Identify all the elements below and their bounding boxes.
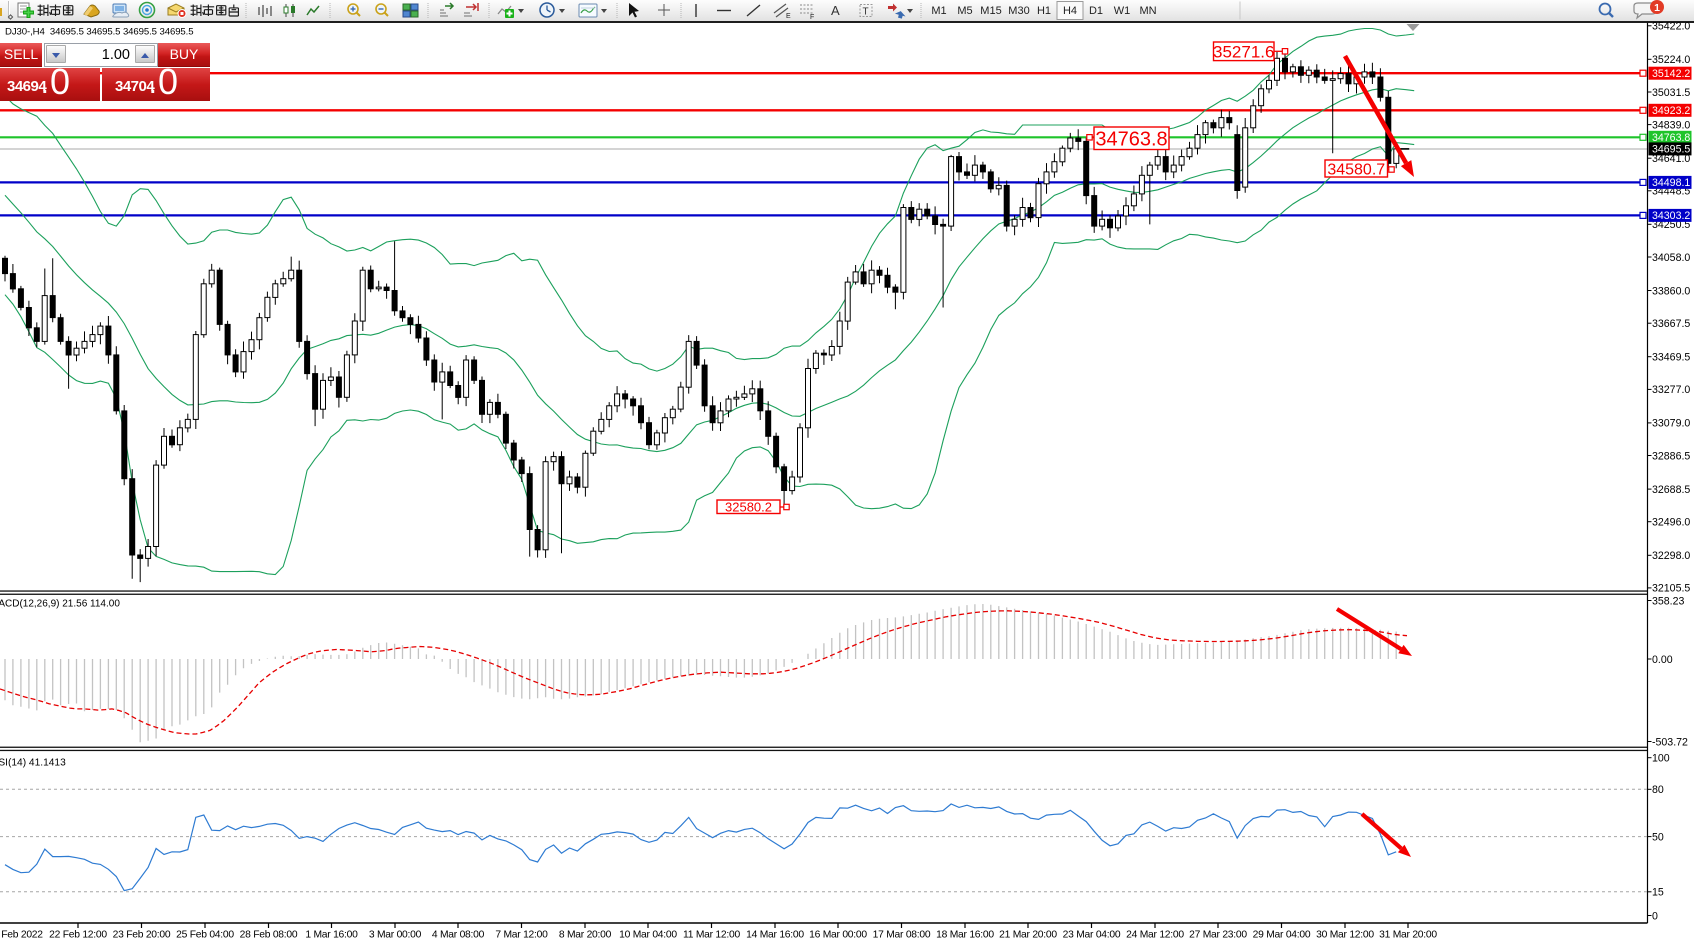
svg-text:Feb 2022: Feb 2022 [1,930,43,941]
svg-text:18 Mar 16:00: 18 Mar 16:00 [936,930,994,941]
svg-text:M5: M5 [957,5,972,17]
svg-text:34250.5: 34250.5 [1652,219,1690,231]
svg-text:D1: D1 [1089,5,1103,17]
svg-text:F: F [810,14,814,21]
svg-text:34763.8: 34763.8 [1652,132,1690,144]
svg-text:35142.2: 35142.2 [1652,68,1690,80]
svg-text:M30: M30 [1008,5,1029,17]
svg-text:MN: MN [1139,5,1156,17]
svg-text:32688.5: 32688.5 [1652,484,1690,496]
svg-text:11 Mar 12:00: 11 Mar 12:00 [683,930,740,941]
svg-text:7 Mar 12:00: 7 Mar 12:00 [495,930,548,941]
svg-text:34763.8: 34763.8 [1095,128,1167,150]
svg-text:34498.1: 34498.1 [1652,177,1690,189]
svg-text:E: E [786,13,791,20]
svg-text:M1: M1 [931,5,946,17]
svg-text:A: A [831,3,840,18]
svg-text:-503.72: -503.72 [1652,736,1688,748]
svg-text:31 Mar 20:00: 31 Mar 20:00 [1379,930,1437,941]
svg-text:22 Feb 12:00: 22 Feb 12:00 [49,930,107,941]
svg-text:33469.5: 33469.5 [1652,352,1690,364]
svg-text:27 Mar 23:00: 27 Mar 23:00 [1189,930,1247,941]
svg-text:4 Mar 08:00: 4 Mar 08:00 [432,930,485,941]
svg-text:3 Mar 00:00: 3 Mar 00:00 [369,930,422,941]
svg-text:W1: W1 [1114,5,1131,17]
svg-text:T: T [863,7,869,18]
svg-text:34641.0: 34641.0 [1652,153,1690,165]
svg-text:34303.2: 34303.2 [1652,210,1690,222]
svg-text:0: 0 [1652,910,1658,922]
svg-text:34580.7: 34580.7 [1327,161,1385,178]
svg-text:32496.0: 32496.0 [1652,517,1690,529]
svg-text:RSI(14) 41.1413: RSI(14) 41.1413 [0,758,66,769]
svg-text:34058.0: 34058.0 [1652,252,1690,264]
svg-text:80: 80 [1652,784,1664,796]
svg-text:100: 100 [1652,753,1670,765]
svg-text:M15: M15 [980,5,1001,17]
svg-text:50: 50 [1652,831,1664,843]
svg-text:35224.0: 35224.0 [1652,54,1690,66]
svg-text:33667.5: 33667.5 [1652,318,1690,330]
svg-text:17 Mar 08:00: 17 Mar 08:00 [873,930,931,941]
svg-text:15: 15 [1652,887,1664,899]
svg-text:35031.5: 35031.5 [1652,87,1690,99]
svg-text:33277.0: 33277.0 [1652,384,1690,396]
svg-text:32298.0: 32298.0 [1652,550,1690,562]
svg-text:33079.0: 33079.0 [1652,418,1690,430]
svg-text:1: 1 [1654,2,1660,14]
svg-text:33860.0: 33860.0 [1652,285,1690,297]
svg-text:24 Mar 12:00: 24 Mar 12:00 [1126,930,1184,941]
svg-text:32580.2: 32580.2 [725,499,772,514]
svg-text:358.23: 358.23 [1652,595,1685,607]
svg-text:H1: H1 [1037,5,1051,17]
svg-text:21 Mar 20:00: 21 Mar 20:00 [999,930,1057,941]
svg-text:34839.0: 34839.0 [1652,119,1690,131]
svg-text:1 Mar 16:00: 1 Mar 16:00 [305,930,358,941]
svg-text:28 Feb 08:00: 28 Feb 08:00 [240,930,298,941]
svg-text:H4: H4 [1063,5,1077,17]
svg-text:14 Mar 16:00: 14 Mar 16:00 [746,930,804,941]
svg-text:34695.5: 34695.5 [1652,144,1690,156]
svg-text:MACD(12,26,9) 21.56 114.00: MACD(12,26,9) 21.56 114.00 [0,599,120,610]
svg-text:32886.5: 32886.5 [1652,450,1690,462]
svg-text:16 Mar 00:00: 16 Mar 00:00 [809,930,867,941]
svg-text:23 Mar 04:00: 23 Mar 04:00 [1063,930,1121,941]
svg-text:8 Mar 20:00: 8 Mar 20:00 [559,930,612,941]
svg-text:29 Mar 04:00: 29 Mar 04:00 [1253,930,1311,941]
svg-text:30 Mar 12:00: 30 Mar 12:00 [1316,930,1374,941]
svg-text:10 Mar 04:00: 10 Mar 04:00 [619,930,677,941]
svg-text:25 Feb 04:00: 25 Feb 04:00 [176,930,234,941]
svg-text:0.00: 0.00 [1652,654,1673,666]
svg-text:34923.2: 34923.2 [1652,105,1690,117]
svg-text:32105.5: 32105.5 [1652,583,1690,595]
svg-text:35271.6: 35271.6 [1213,42,1274,61]
svg-text:35422.0: 35422.0 [1652,21,1690,33]
svg-text:23 Feb 20:00: 23 Feb 20:00 [113,930,171,941]
svg-text:DJ30-,H4 34695.5 34695.5 3469: DJ30-,H4 34695.5 34695.5 34695.5 34695.5 [5,27,193,38]
